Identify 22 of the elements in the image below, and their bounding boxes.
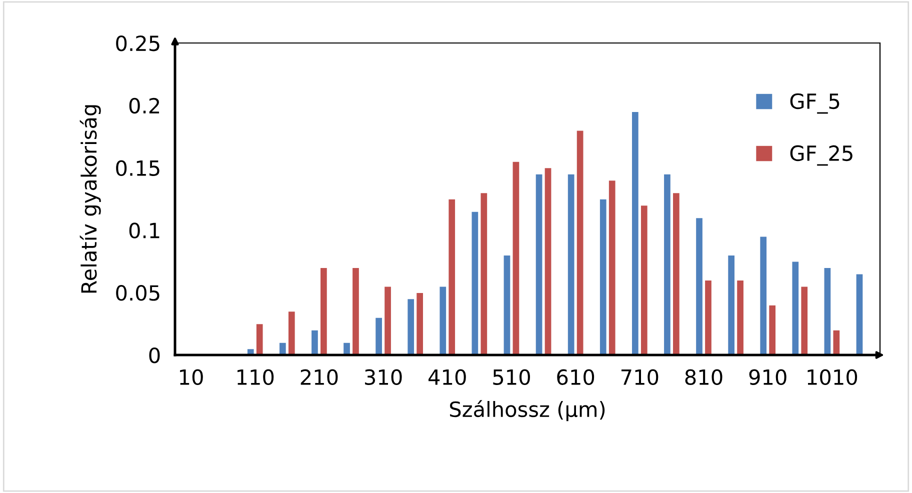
y-tick-label: 0.1 [129, 222, 160, 238]
x-tick-label: 10 [180, 369, 203, 386]
x-tick-label: 110 [238, 369, 274, 386]
y-tick-label: 0 [149, 347, 160, 364]
y-axis-title: Relatív gyakoriság [80, 105, 101, 293]
y-tick-label: 0.15 [116, 160, 160, 176]
x-tick-label: 510 [493, 369, 530, 386]
x-tick-label: 810 [685, 369, 722, 386]
y-tick-label: 0.05 [116, 285, 160, 301]
legend-label: GF_25 [790, 145, 852, 166]
x-tick-label: 610 [557, 369, 594, 386]
x-tick-label: 410 [428, 369, 466, 386]
legend-label: GF_5 [790, 93, 840, 114]
y-tick-label: 0.25 [116, 35, 160, 52]
x-tick-label: 910 [749, 369, 786, 386]
x-tick-label: 710 [621, 369, 658, 386]
x-tick-label: 310 [365, 369, 402, 386]
x-tick-label: 1010 [808, 369, 858, 386]
x-tick-label: 210 [300, 369, 338, 386]
x-axis-title: Szálhossz (µm) [450, 400, 605, 422]
y-tick-label: 0.2 [129, 98, 160, 114]
bar [856, 274, 864, 355]
